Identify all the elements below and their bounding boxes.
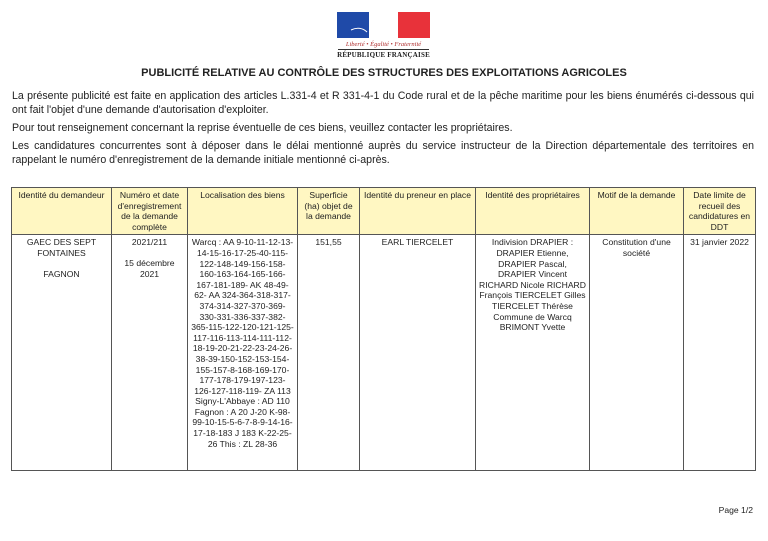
cell-preneur: EARL TIERCELET (359, 234, 476, 472)
logo-motto: Liberté • Égalité • Fraternité (345, 41, 422, 48)
demandes-table: Identité du demandeur Numéro et date d'e… (11, 186, 756, 472)
logo-divider (338, 49, 429, 50)
page-number: Page 1/2 (718, 505, 753, 515)
intro-paragraph: La présente publicité est faite en appli… (12, 90, 754, 116)
demandeur-name: GAEC DES SEPT FONTAINES (26, 237, 97, 258)
cell-superficie: 151,55 (297, 234, 360, 472)
header-superficie: Superficie (ha) objet de la demande (297, 186, 360, 236)
numero-value: 2021/211 (131, 237, 168, 248)
page-title: PUBLICITÉ RELATIVE AU CONTRÔLE DES STRUC… (141, 67, 627, 79)
date-value: 15 décembre 2021 (124, 257, 175, 279)
contact-paragraph: Pour tout renseignement concernant la re… (12, 122, 513, 134)
table-row: GAEC DES SEPT FONTAINES FAGNON 2021/211 … (11, 234, 756, 472)
republique-francaise-logo: Liberté • Égalité • Fraternité RÉPUBLIQU… (336, 11, 431, 63)
marianne-flag-icon (337, 12, 430, 38)
header-localisation: Localisation des biens (187, 186, 298, 236)
header-motif: Motif de la demande (589, 186, 684, 236)
cell-demandeur: GAEC DES SEPT FONTAINES FAGNON (11, 234, 112, 472)
logo-name: RÉPUBLIQUE FRANÇAISE (337, 51, 430, 59)
table-header-row: Identité du demandeur Numéro et date d'e… (11, 186, 756, 236)
header-demandeur: Identité du demandeur (11, 186, 112, 236)
cell-date-limite: 31 janvier 2022 (683, 234, 756, 472)
header-numero: Numéro et date d'enregistrement de la de… (111, 186, 188, 236)
cell-localisation: Warcq : AA 9-10-11-12-13-14-15-16-17-25-… (187, 234, 298, 472)
candidature-paragraph: Les candidatures concurrentes sont à dép… (12, 140, 754, 166)
header-preneur: Identité du preneur en place (359, 186, 476, 236)
header-proprietaires: Identité des propriétaires (475, 186, 590, 236)
header-date-limite: Date limite de recueil des candidatures … (683, 186, 756, 236)
cell-proprietaires: Indivision DRAPIER : DRAPIER Etienne, DR… (475, 234, 590, 472)
cell-numero: 2021/211 15 décembre 2021 (111, 234, 188, 472)
cell-motif: Constitution d'une société (589, 234, 684, 472)
demandeur-commune: FAGNON (43, 268, 80, 279)
